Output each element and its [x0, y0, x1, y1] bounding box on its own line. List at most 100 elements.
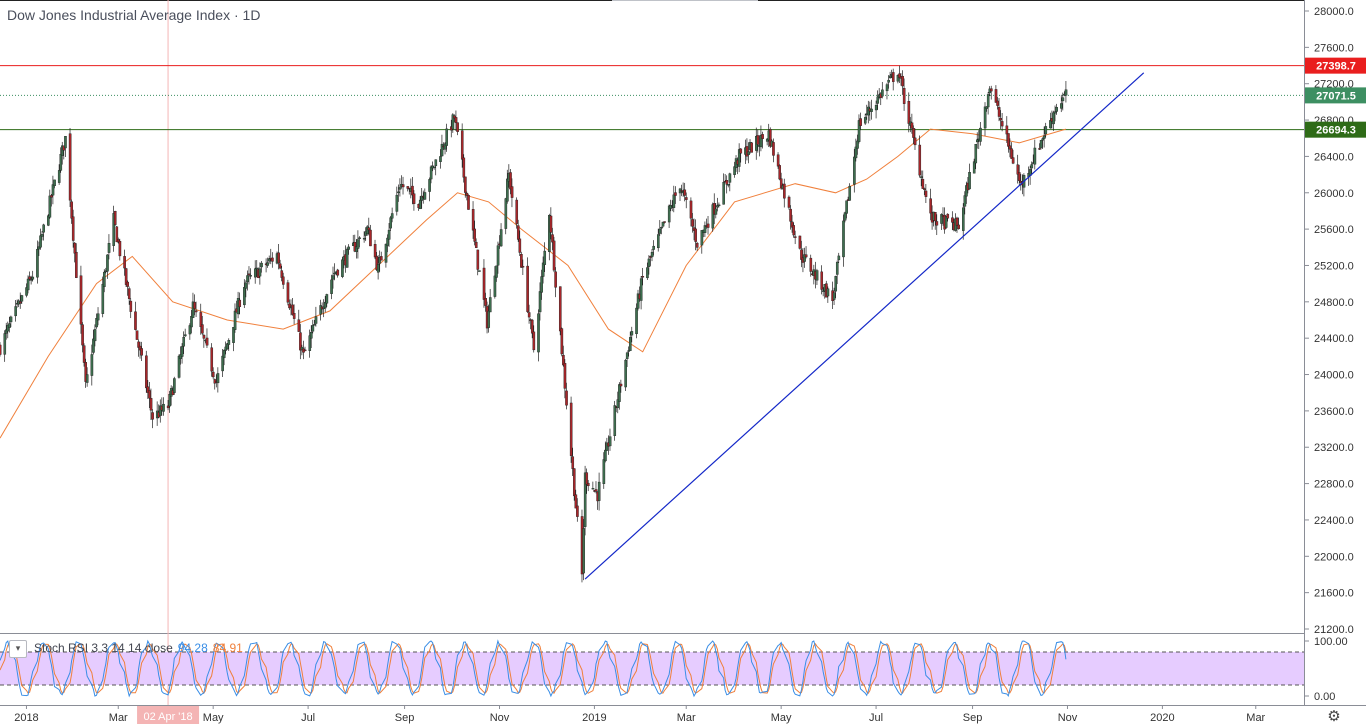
- candle-body: [443, 143, 447, 150]
- candle-body: [700, 230, 704, 246]
- candle-body: [495, 265, 498, 278]
- candle-body: [297, 319, 301, 332]
- candle-body: [815, 270, 819, 281]
- candle-body: [716, 205, 719, 208]
- candle-body: [976, 139, 979, 143]
- candle-body: [848, 185, 852, 201]
- x-tick-label: May: [203, 712, 224, 724]
- moving-average-layer: [0, 128, 1067, 439]
- candle-body: [510, 186, 514, 198]
- candle-body: [6, 325, 10, 332]
- candle-body: [311, 325, 315, 332]
- candle-body: [356, 239, 360, 249]
- candle-body: [783, 183, 786, 199]
- candle-body: [695, 242, 699, 248]
- candle-body: [173, 378, 176, 393]
- x-tick-label: 2019: [582, 712, 606, 724]
- candle-body: [75, 251, 78, 278]
- candle-body: [563, 363, 567, 389]
- candle-body: [64, 136, 67, 149]
- candle-body: [727, 183, 730, 186]
- candle-body: [369, 229, 372, 247]
- candle-body: [526, 265, 529, 312]
- candle-body: [920, 176, 923, 178]
- candle-body: [591, 488, 595, 490]
- background-layer: [0, 0, 1366, 706]
- candle-body: [870, 108, 873, 112]
- candle-body: [1061, 97, 1065, 102]
- candle-body: [530, 319, 534, 334]
- candle-body: [177, 355, 181, 378]
- candle-body: [605, 442, 609, 451]
- settings-icon[interactable]: ⚙: [1327, 707, 1341, 725]
- x-tick-label: Jul: [301, 712, 315, 724]
- candle-body: [1038, 148, 1041, 150]
- candle-body: [81, 324, 84, 346]
- candle-body: [291, 304, 294, 315]
- level-price-box: [1305, 57, 1366, 74]
- candle-body: [73, 242, 77, 254]
- horizontal-levels: [0, 65, 1304, 131]
- candle-body: [40, 234, 44, 237]
- candle-body: [913, 137, 917, 146]
- candle-body: [202, 334, 206, 339]
- rsi-y-tick-label: 100.00: [1314, 636, 1348, 648]
- candle-body: [439, 156, 442, 162]
- candle-body: [303, 349, 307, 352]
- candle-body: [432, 166, 436, 168]
- candle-body: [362, 237, 366, 240]
- candle-body: [793, 236, 797, 238]
- candle-body: [126, 281, 129, 287]
- candle-body: [282, 276, 285, 285]
- candle-body: [538, 291, 542, 313]
- candle-body: [286, 282, 290, 303]
- x-tick-label: 2020: [1150, 712, 1174, 724]
- candle-body: [809, 257, 813, 272]
- candle-body: [82, 345, 86, 363]
- candle-body: [20, 295, 24, 302]
- candle-body: [115, 226, 119, 243]
- candle-body: [474, 241, 478, 248]
- candle-body: [1005, 125, 1009, 135]
- candle-body: [532, 331, 536, 351]
- candle-body: [213, 379, 217, 384]
- candle-body: [454, 117, 458, 124]
- candle-body: [401, 184, 405, 188]
- candle-body: [162, 403, 165, 412]
- candle-body: [51, 184, 55, 196]
- candle-body: [608, 436, 612, 447]
- candle-body: [957, 224, 960, 230]
- candle-body: [891, 72, 895, 82]
- candle-body: [93, 329, 97, 342]
- candle-body: [140, 348, 144, 356]
- candle-body: [685, 197, 688, 200]
- candle-body: [907, 101, 911, 124]
- candle-body: [940, 214, 943, 224]
- candle-body: [624, 359, 627, 388]
- candle-body: [193, 302, 196, 309]
- candle-body: [728, 173, 732, 183]
- y-tick-label: 24000.0: [1314, 370, 1354, 382]
- candle-body: [837, 255, 841, 261]
- candle-body: [789, 208, 792, 222]
- candles-layer: [0, 65, 1068, 583]
- candle-body: [647, 258, 651, 267]
- candle-body: [934, 212, 937, 222]
- candle-body: [646, 267, 649, 279]
- candle-body: [558, 286, 562, 332]
- collapse-icon[interactable]: ▾: [9, 640, 27, 658]
- candle-body: [484, 298, 487, 306]
- candle-body: [137, 341, 140, 348]
- level-price-label: 27398.7: [1316, 61, 1356, 73]
- candle-body: [711, 204, 715, 229]
- candle-body: [962, 207, 965, 231]
- stoch-rsi-label: Stoch RSI 3 3 14 14 close: [34, 641, 173, 655]
- candle-body: [464, 176, 467, 193]
- candle-body: [515, 199, 519, 224]
- candle-body: [280, 270, 284, 278]
- candle-body: [898, 73, 901, 79]
- candle-body: [1011, 157, 1015, 164]
- candle-body: [549, 215, 553, 233]
- stoch-rsi-pane: [0, 639, 1304, 698]
